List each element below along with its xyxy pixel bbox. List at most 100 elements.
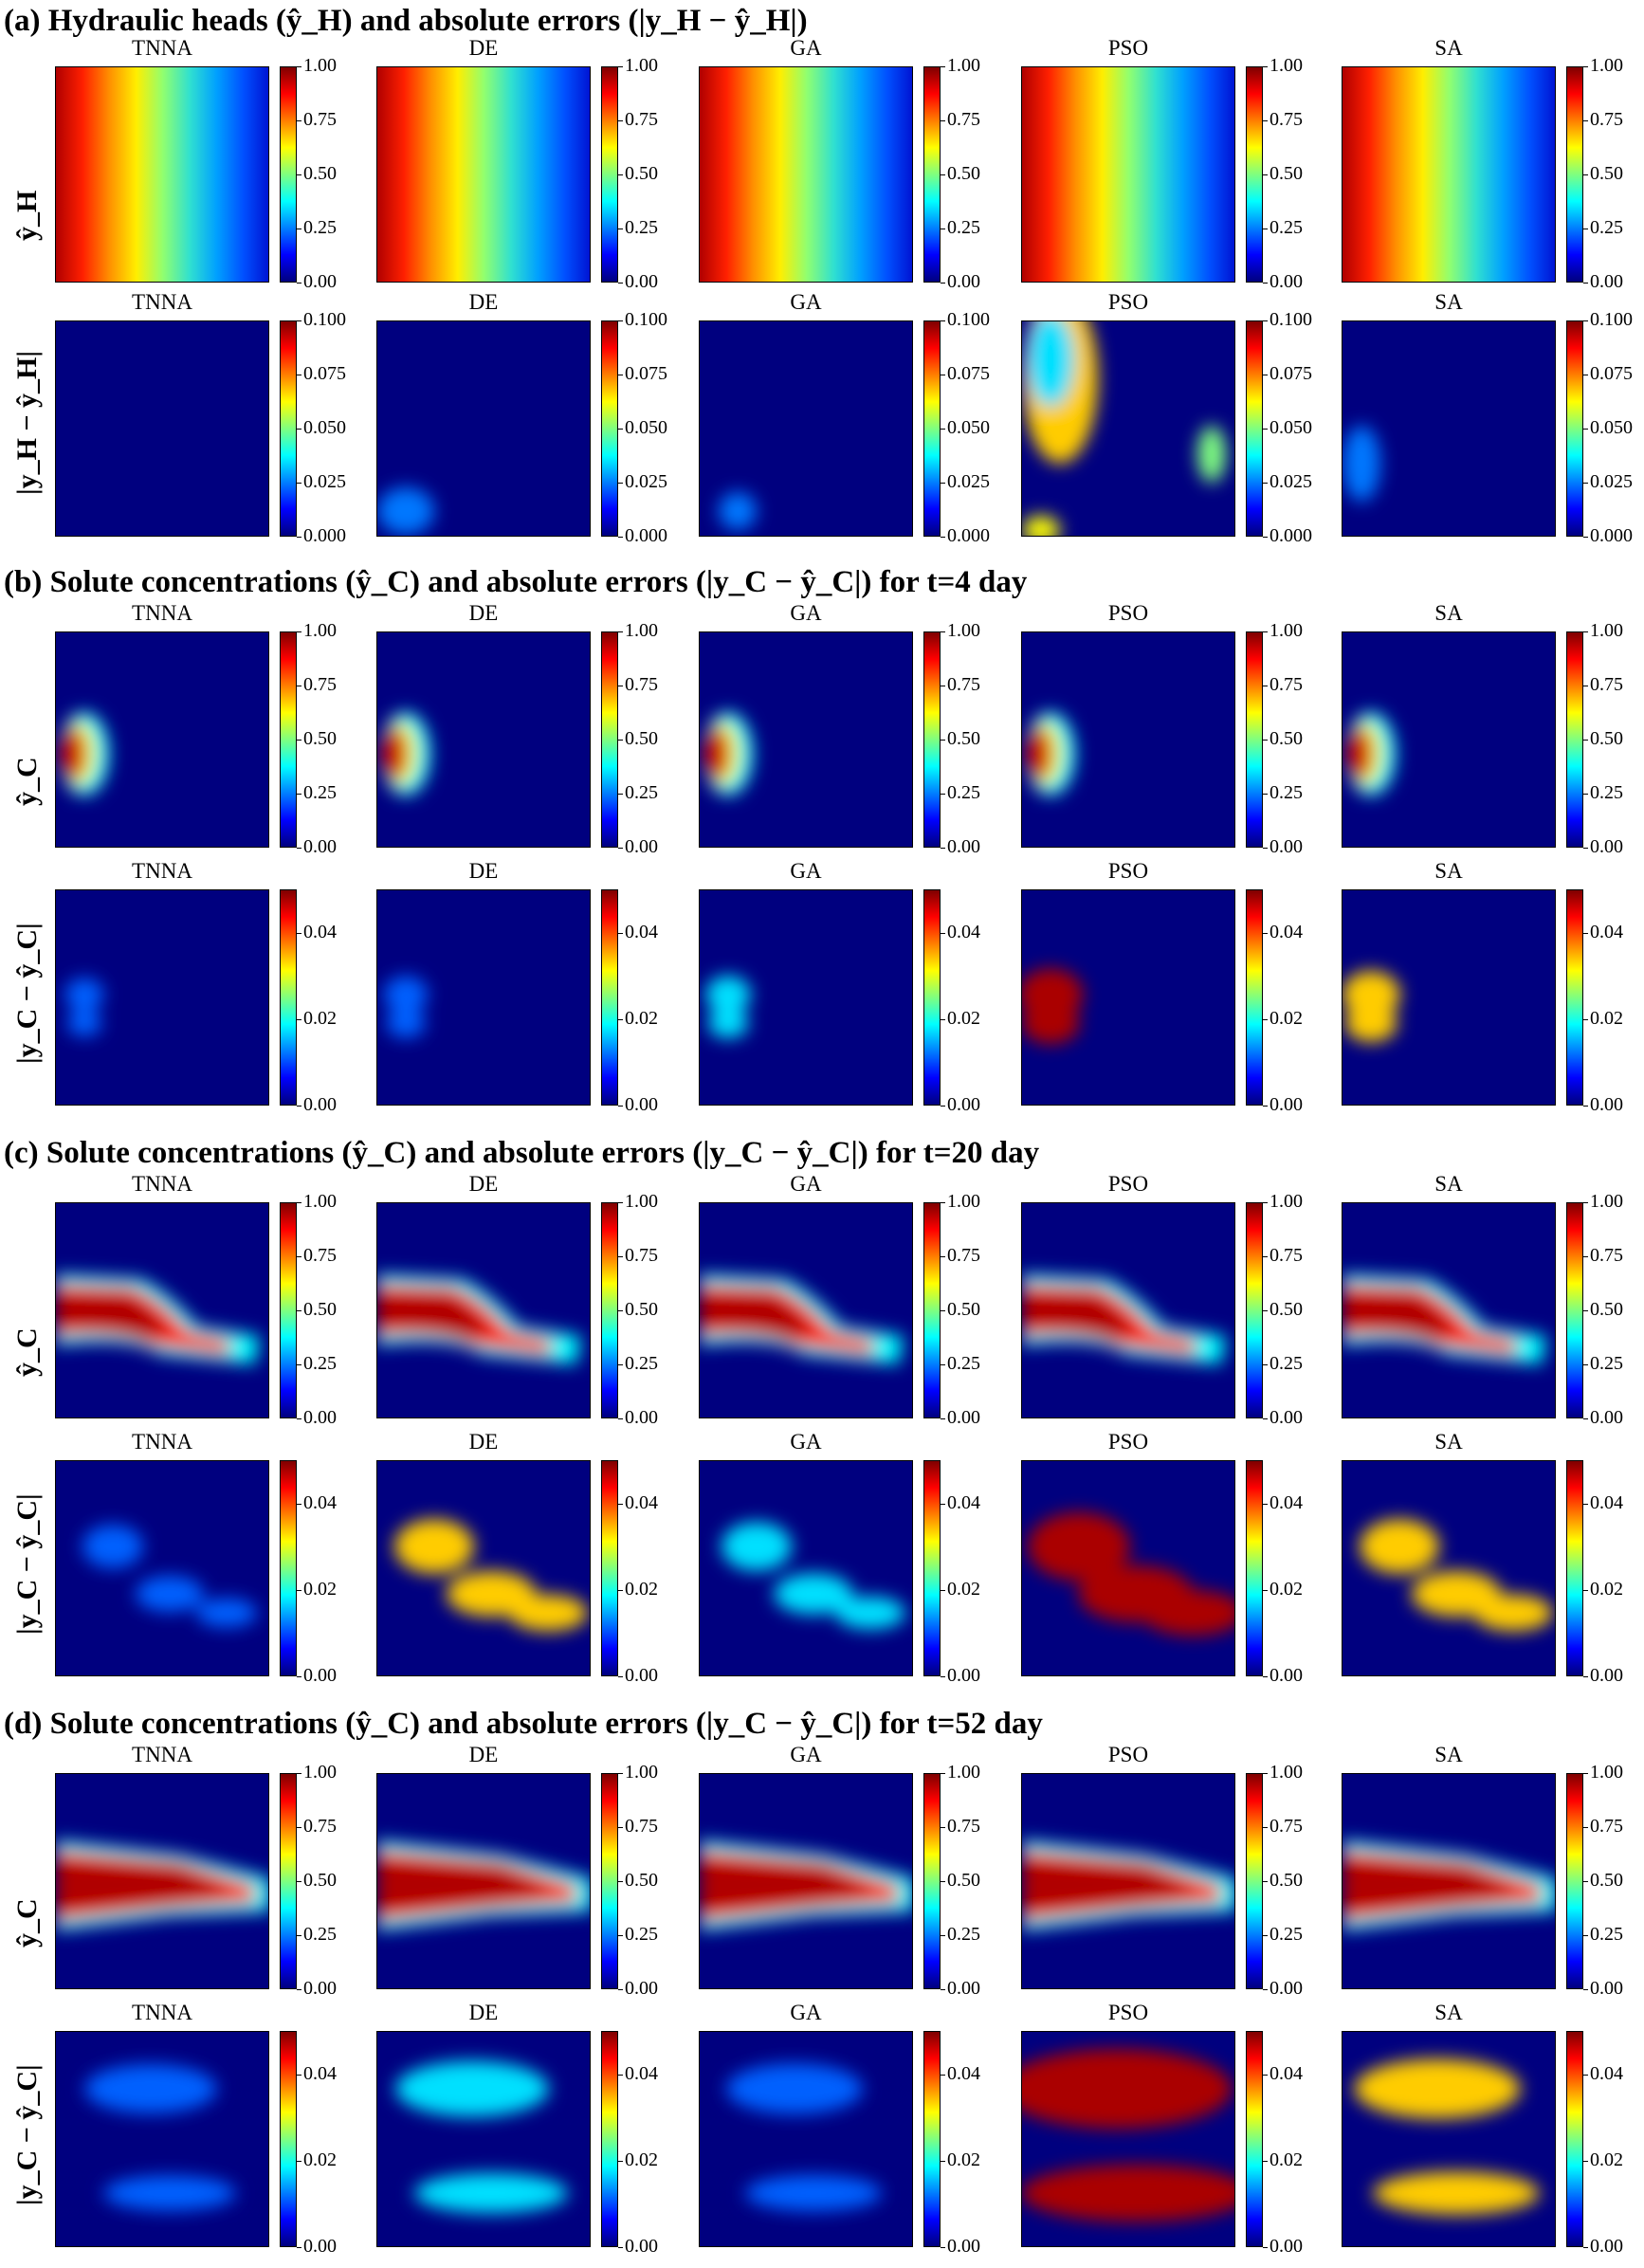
colorbar-tick-label: 0.75 [1270,1816,1303,1837]
heatmap [699,1773,913,1989]
colorbar-tick-label: 0.25 [947,217,980,238]
panel-title: DE [468,1430,499,1454]
colorbar [923,2031,941,2247]
colorbar-tick-mark [1583,66,1588,67]
colorbar-tick-mark [297,483,301,484]
colorbar-tick-label: 0.00 [625,1094,658,1115]
colorbar-tick-mark [1263,2247,1268,2248]
panel-title: GA [790,1743,822,1766]
colorbar-tick-label: 1.00 [303,1191,337,1212]
colorbar-tick-label: 0.50 [947,728,980,749]
colorbar-tick-mark [941,1827,945,1828]
colorbar-tick-label: 0.02 [303,1007,337,1029]
row-label: ŷ_C [11,1898,43,1948]
colorbar-tick-label: 0.00 [1590,1978,1623,1999]
colorbar-tick-label: 1.00 [947,55,980,76]
panel-title: GA [790,1430,822,1454]
row-label: |y_H − ŷ_H| [11,351,43,495]
colorbar-tick-label: 1.00 [625,1191,658,1212]
colorbar-tick-label: 1.00 [1590,1762,1623,1783]
colorbar-tick-label: 0.04 [1270,921,1303,942]
panel-title: DE [468,1172,499,1196]
colorbar-tick-mark [941,1676,945,1677]
heatmap [699,2031,913,2247]
colorbar [1566,1202,1583,1418]
colorbar-tick-label: 0.00 [1270,1978,1303,1999]
colorbar-tick-label: 0.00 [625,1665,658,1686]
colorbar-tick-mark [941,1256,945,1257]
colorbar [601,889,618,1106]
heatmap-background [56,321,268,536]
colorbar-tick-mark [941,1773,945,1774]
heatmap [376,1460,591,1676]
colorbar-tick-label: 0.50 [303,163,337,184]
colorbar-tick-mark [1263,1018,1268,1020]
colorbar-tick-mark [297,174,301,175]
colorbar-tick-label: 0.04 [947,1491,980,1513]
heatmap [55,66,269,283]
panel-title: DE [468,290,499,314]
colorbar-tick-label: 0.000 [303,525,346,546]
colorbar-tick-label: 0.00 [1270,271,1303,292]
panel-title: PSO [1107,1172,1149,1196]
colorbar-tick-label: 0.00 [1270,2236,1303,2257]
colorbar-tick-mark [941,1202,945,1203]
colorbar-tick-mark [297,2160,301,2162]
panel-title: PSO [1107,36,1149,60]
colorbar [601,631,618,848]
colorbar-tick-mark [941,429,945,430]
colorbar-tick-mark [1263,1364,1268,1365]
colorbar-tick-mark [618,740,623,741]
colorbar-tick-label: 0.50 [947,163,980,184]
colorbar-tick-label: 1.00 [947,620,980,641]
colorbar-tick-mark [941,1364,945,1365]
colorbar-tick-label: 0.000 [625,525,667,546]
heatmap [55,631,269,848]
colorbar-tick-label: 0.50 [1590,163,1623,184]
colorbar [1246,320,1263,537]
colorbar-tick-label: 0.75 [303,674,337,695]
colorbar-tick-label: 0.25 [1270,1924,1303,1945]
colorbar-tick-label: 0.000 [1270,525,1312,546]
colorbar-tick-label: 0.02 [303,1578,337,1600]
panel-title: TNNA [132,1172,192,1196]
panel-title: GA [790,36,822,60]
panel-title: PSO [1107,601,1149,625]
colorbar-tick-mark [1583,1676,1588,1677]
heatmap-background [700,1461,912,1675]
colorbar-tick-label: 0.04 [1590,2062,1623,2084]
colorbar-tick-label: 1.00 [625,55,658,76]
colorbar-tick-mark [941,1589,945,1591]
colorbar-tick-mark [1263,66,1268,67]
colorbar-tick-mark [1263,631,1268,632]
heatmap [376,631,591,848]
panel-title: DE [468,859,499,883]
colorbar-tick-label: 0.025 [1270,471,1312,492]
colorbar-tick-label: 0.050 [303,417,346,438]
colorbar-tick-label: 0.00 [947,1978,980,1999]
colorbar-tick-label: 0.25 [625,782,658,803]
panel-title: SA [1434,2001,1463,2024]
colorbar-tick-label: 0.04 [625,2062,658,2084]
colorbar-tick-mark [618,932,623,934]
heatmap [55,1202,269,1418]
colorbar-tick-mark [297,1773,301,1774]
colorbar-tick-mark [618,1989,623,1990]
heatmap [1021,1202,1235,1418]
colorbar [1246,2031,1263,2247]
colorbar-tick-label: 0.75 [947,1816,980,1837]
heatmap-background [56,2032,268,2246]
panel-title: PSO [1107,859,1149,883]
colorbar [601,320,618,537]
colorbar-tick-mark [297,1256,301,1257]
colorbar-tick-label: 0.00 [1590,271,1623,292]
colorbar-tick-mark [941,1881,945,1882]
colorbar-tick-mark [297,794,301,795]
colorbar [280,1202,297,1418]
colorbar-tick-mark [1263,2160,1268,2162]
colorbar-tick-label: 1.00 [1590,620,1623,641]
heatmap [699,1460,913,1676]
colorbar-tick-mark [1263,174,1268,175]
colorbar [923,320,941,537]
colorbar-tick-mark [941,1935,945,1936]
